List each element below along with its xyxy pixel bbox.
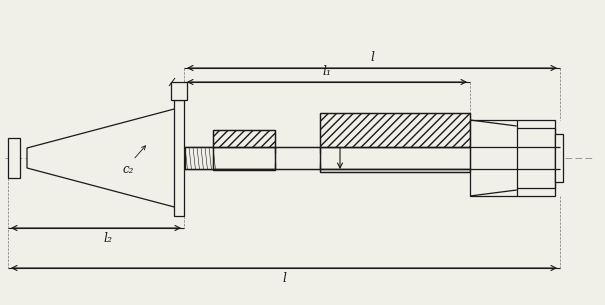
Bar bbox=[320, 113, 470, 147]
Polygon shape bbox=[27, 108, 178, 208]
Bar bbox=[555, 134, 563, 182]
Bar bbox=[470, 120, 555, 196]
Text: l: l bbox=[282, 272, 286, 285]
Bar bbox=[213, 130, 275, 147]
Text: l₂: l₂ bbox=[103, 232, 113, 245]
Bar bbox=[8, 138, 20, 178]
Bar bbox=[184, 147, 560, 169]
Bar bbox=[174, 100, 184, 216]
Text: d: d bbox=[327, 136, 335, 149]
Text: c₂: c₂ bbox=[122, 163, 134, 176]
Bar bbox=[320, 169, 470, 172]
Bar bbox=[213, 169, 275, 170]
Text: l₁: l₁ bbox=[322, 65, 332, 78]
Bar bbox=[171, 82, 187, 100]
Bar bbox=[185, 147, 213, 169]
Text: l: l bbox=[370, 51, 374, 64]
